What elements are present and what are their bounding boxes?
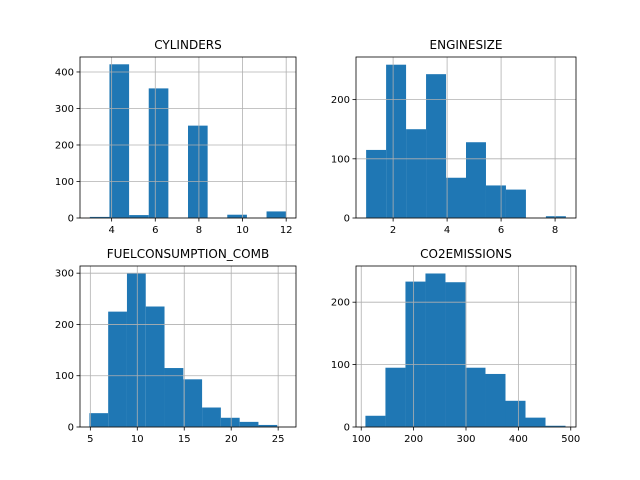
cylinders-subplot: 4 6 8 10 12 0 100 200 300 400 CYLINDERS [55, 38, 297, 236]
enginesize-bar [406, 129, 427, 218]
enginesize-axes-frame [355, 56, 577, 219]
x-tick-label: 8 [552, 225, 558, 236]
fuelconsumption-comb-title: FUELCONSUMPTION_COMB [107, 247, 269, 261]
y-tick-label: 200 [55, 320, 74, 331]
cylinders-axes-frame [79, 56, 297, 219]
x-tick-label: 20 [225, 434, 238, 445]
co2emissions-bar [545, 425, 566, 427]
co2emissions-bar [445, 282, 466, 427]
co2emissions-bar [485, 373, 506, 427]
enginesize-bar [366, 149, 387, 218]
co2emissions-bar [465, 367, 486, 427]
x-tick-label: 2 [390, 225, 396, 236]
x-tick-label: 400 [509, 434, 528, 445]
fuelconsumption-comb-bar [126, 273, 146, 427]
x-tick-label: 300 [456, 434, 475, 445]
y-tick-label: 100 [55, 371, 74, 382]
x-tick-label: 4 [108, 225, 114, 236]
x-tick-label: 10 [131, 434, 144, 445]
x-tick-label: 10 [236, 225, 249, 236]
fuelconsumption-comb-axes-frame [79, 265, 297, 428]
x-tick-label: 100 [352, 434, 371, 445]
y-tick-label: 100 [331, 154, 350, 165]
fuelconsumption-comb-bar [258, 424, 278, 427]
enginesize-bar [426, 74, 447, 219]
enginesize-bar [446, 177, 466, 218]
fuelconsumption-comb-bar [164, 368, 184, 427]
cylinders-bar [89, 216, 110, 218]
fuelconsumption-comb-bar [89, 413, 109, 427]
y-tick-label: 200 [331, 95, 350, 106]
co2emissions-bar [505, 400, 526, 427]
y-tick-label: 200 [55, 140, 74, 151]
y-tick-label: 300 [55, 104, 74, 115]
cylinders-bar [109, 64, 130, 218]
fuelconsumption-comb-bar [202, 407, 221, 427]
y-tick-label: 200 [331, 298, 350, 309]
co2emissions-bar [425, 273, 446, 427]
y-tick-label: 0 [68, 423, 74, 434]
co2emissions-bar [365, 415, 386, 427]
cylinders-bar [266, 211, 287, 218]
cylinders-title: CYLINDERS [154, 38, 221, 52]
enginesize-title: ENGINESIZE [430, 38, 503, 52]
y-tick-label: 0 [344, 423, 350, 434]
co2emissions-bar [385, 367, 406, 427]
x-tick-label: 15 [178, 434, 191, 445]
fuelconsumption-comb-bar [220, 417, 240, 427]
x-tick-label: 500 [561, 434, 580, 445]
y-tick-label: 0 [68, 214, 74, 225]
x-tick-label: 8 [196, 225, 202, 236]
enginesize-bar [466, 142, 486, 218]
fuelconsumption-comb-bar [145, 306, 165, 427]
x-tick-label: 12 [280, 225, 293, 236]
fuelconsumption-comb-bar [183, 379, 203, 427]
enginesize-bar [545, 216, 566, 218]
enginesize-subplot: 2 4 6 8 0 100 200 ENGINESIZE [331, 38, 577, 236]
y-tick-label: 300 [55, 269, 74, 280]
x-tick-label: 6 [498, 225, 504, 236]
x-tick-label: 4 [444, 225, 450, 236]
cylinders-bar [129, 215, 149, 218]
y-tick-label: 100 [331, 360, 350, 371]
y-tick-label: 100 [55, 177, 74, 188]
co2emissions-bar [525, 417, 546, 427]
x-tick-label: 6 [152, 225, 158, 236]
y-tick-label: 400 [55, 67, 74, 78]
enginesize-bar [386, 64, 407, 218]
cylinders-bar [148, 88, 169, 219]
x-tick-label: 200 [404, 434, 423, 445]
cylinders-bar [188, 125, 208, 218]
fuelconsumption-comb-subplot: 5 10 15 20 25 0 100 200 300 FUELCONSUMPTION_COMB [55, 247, 297, 445]
fuelconsumption-comb-bar [108, 311, 127, 427]
x-tick-label: 25 [272, 434, 285, 445]
co2emissions-title: CO2EMISSIONS [420, 247, 512, 261]
cylinders-bar [227, 214, 247, 218]
y-tick-label: 0 [344, 214, 350, 225]
co2emissions-bar [405, 281, 426, 427]
enginesize-bar [485, 185, 506, 218]
fuelconsumption-comb-bar [239, 421, 259, 427]
x-tick-label: 5 [87, 434, 93, 445]
enginesize-bar [505, 189, 526, 218]
